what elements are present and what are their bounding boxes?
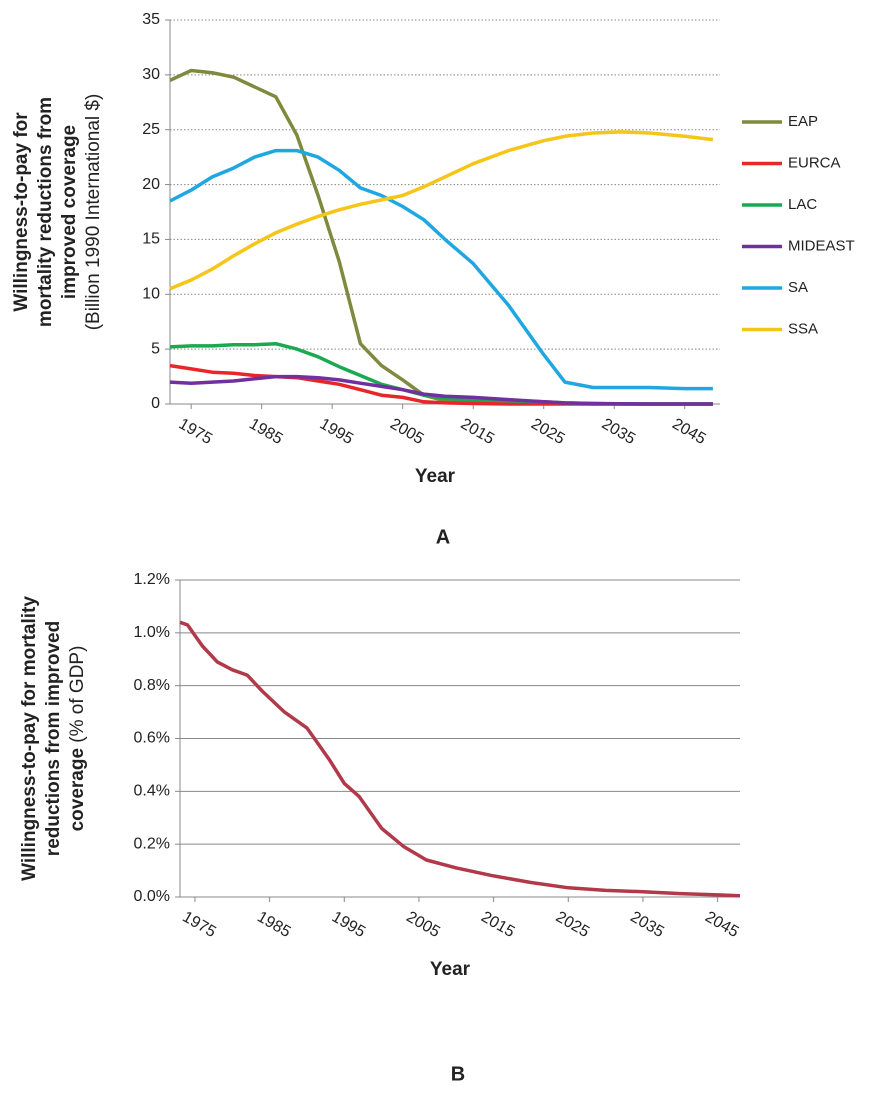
y-axis-title-line: Willingness-to-pay for: [11, 112, 32, 312]
y-tick-label: 1.0%: [134, 624, 170, 641]
legend-label: SSA: [788, 320, 818, 337]
x-tick-label: 1995: [317, 415, 356, 448]
legend-label: SA: [788, 279, 808, 296]
y-tick-label: 5: [151, 340, 160, 357]
x-tick-label: 1995: [329, 908, 368, 941]
y-tick-label: 0.0%: [134, 888, 170, 905]
x-axis-title: Year: [430, 959, 471, 980]
y-tick-label: 20: [142, 176, 160, 193]
x-tick-label: 2005: [403, 908, 442, 941]
y-tick-label: 10: [142, 286, 160, 303]
x-tick-label: 2005: [387, 415, 426, 448]
y-axis-title-unit: (% of GDP): [67, 646, 88, 743]
x-tick-label: 1985: [246, 415, 285, 448]
y-axis-title-line: coverage: [67, 748, 88, 831]
y-axis-title: (Billion 1990 International $): [83, 94, 104, 331]
y-tick-label: 0.2%: [134, 835, 170, 852]
series-line: [169, 148, 713, 391]
y-tick-label: 1.2%: [134, 571, 170, 588]
x-tick-label: 2015: [478, 908, 517, 941]
panel-label: A: [436, 526, 450, 548]
y-axis-title: improved coverage: [59, 125, 80, 299]
x-tick-label: 2045: [669, 415, 708, 448]
x-tick-label: 2015: [458, 415, 497, 448]
x-tick-label: 1975: [179, 908, 218, 941]
y-axis-title: reductions from improved: [43, 621, 64, 856]
y-tick-label: 30: [142, 66, 160, 83]
y-tick-label: 0.6%: [134, 730, 170, 747]
y-tick-label: 0: [151, 395, 160, 412]
x-tick-label: 2025: [528, 415, 567, 448]
series-line: [169, 374, 713, 406]
x-tick-label: 2035: [599, 415, 638, 448]
y-axis-title-line: reductions from improved: [43, 621, 64, 856]
legend-label: EURCA: [788, 154, 841, 171]
y-axis-title: Willingness-to-pay for mortality: [19, 596, 40, 881]
y-axis-title: Willingness-to-pay for: [11, 112, 32, 312]
x-tick-label: 2035: [627, 908, 666, 941]
x-axis-title: Year: [415, 466, 456, 487]
x-tick-label: 1985: [254, 908, 293, 941]
x-tick-label: 2025: [553, 908, 592, 941]
y-axis-title-line: mortality reductions from: [35, 97, 56, 327]
y-axis-title-line: improved coverage: [59, 125, 80, 299]
panel-label: B: [451, 1063, 465, 1085]
y-tick-label: 35: [142, 11, 160, 28]
series-line: [169, 130, 714, 291]
y-tick-label: 0.4%: [134, 783, 170, 800]
y-axis-title-line: (Billion 1990 International $): [83, 94, 104, 331]
legend-label: EAP: [788, 113, 818, 130]
y-tick-label: 0.8%: [134, 677, 170, 694]
y-tick-label: 25: [142, 121, 160, 138]
y-tick-label: 15: [142, 231, 160, 248]
y-axis-title: coverage (% of GDP): [67, 646, 88, 832]
legend-label: MIDEAST: [788, 237, 855, 254]
y-axis-title: mortality reductions from: [35, 97, 56, 327]
y-axis-title-line: Willingness-to-pay for mortality: [19, 596, 40, 881]
series-line: [179, 620, 741, 898]
x-tick-label: 2045: [702, 908, 741, 941]
legend-label: LAC: [788, 196, 817, 213]
x-tick-label: 1975: [176, 415, 215, 448]
